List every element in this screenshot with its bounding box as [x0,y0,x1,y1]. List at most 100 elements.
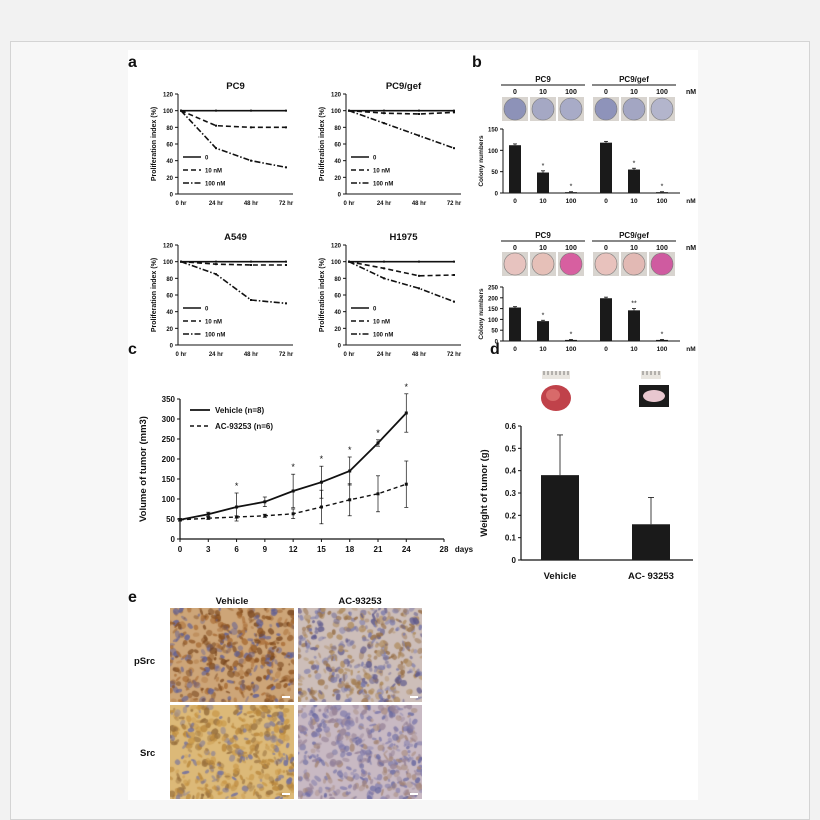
proliferation-chart-1: 0 20 40 60 80 100 120 0 hr 24 hr 48 hr 72 hr PC9/ge… [319,81,462,207]
data-point [418,260,420,263]
y-tick-label: 40 [334,159,341,165]
y-axis-label: Weight of tumor (g) [479,449,490,536]
significance-star: * [570,331,573,338]
colony-bar [600,298,612,341]
data-point [383,122,385,125]
colony-chart-bottom: 0 50 100 150 200 250 0 * 10 * 100 0 ** 10 * 100 nM Colony… [478,286,696,354]
y-tick-label: 80 [334,277,341,283]
y-tick-label: 0.4 [505,467,517,476]
category-label: Vehicle [544,571,577,582]
y-tick-label: 40 [334,310,341,316]
y-tick-label: 50 [166,515,175,524]
dose-label: 0 [513,89,517,96]
dish-group-header: PC9 PC9/gef 0 10 100 0 10 100 nM [501,75,696,96]
colony-bar [509,145,521,193]
y-tick-label: 100 [163,260,174,266]
significance-star: * [633,160,636,167]
significance-star: * [661,331,664,338]
data-point [376,441,380,445]
y-tick-label: 150 [488,128,499,134]
x-tick-label: 0 hr [343,352,355,358]
data-point [285,302,287,305]
ihc-image-src-ac93253 [298,705,422,799]
chart-title: H1975 [390,232,419,243]
data-point [453,260,455,263]
series-line-2 [180,110,287,169]
y-tick-label: 80 [166,277,173,283]
culture-dish [559,252,583,276]
data-point [178,518,182,522]
dose-label: 10 [539,245,547,252]
colony-bar [628,169,640,193]
legend-label: 100 nM [205,182,225,188]
chart-title: PC9 [226,81,244,92]
proliferation-chart-0: 0 20 40 60 80 100 120 0 hr 24 hr 48 hr 72 hr PC9 Pro… [151,81,294,207]
y-tick-label: 40 [166,159,173,165]
y-tick-label: 40 [166,310,173,316]
category-label: AC- 93253 [628,571,674,582]
x-tick-label: 0 hr [343,201,355,207]
dish-group-header: PC9 PC9/gef 0 10 100 0 10 100 nM [501,231,696,252]
data-point [206,512,210,516]
unit-label: nM [686,198,695,205]
data-point [285,126,287,129]
dose-label: 100 [656,89,668,96]
y-tick-label: 60 [166,294,173,300]
legend-label: Vehicle (n=8) [215,406,264,415]
data-point [235,505,239,509]
x-tick-label: 0 [604,346,608,353]
scale-bar [282,696,290,698]
y-tick-label: 250 [488,286,499,292]
y-axis-label: Proliferation index (%) [319,258,326,332]
y-tick-label: 350 [162,395,176,404]
x-tick-label: 24 hr [377,352,392,358]
legend-label: 10 nM [205,320,222,326]
y-tick-label: 80 [166,126,173,132]
y-tick-label: 0 [495,192,499,198]
culture-dish [559,97,583,121]
x-tick-label: 0 [513,346,517,353]
data-point [250,109,252,112]
data-point [418,274,420,277]
y-tick-label: 0.2 [505,511,517,520]
figure: a b c d e 0 20 40 60 80 100 120 0 hr 24 hr 48 hr 72 hr P… [128,50,698,800]
scale-bar [410,696,418,698]
data-point [215,260,217,263]
data-point [206,516,210,520]
data-point [250,299,252,301]
x-tick-label: 72 hr [447,201,462,207]
data-point [291,489,295,493]
y-tick-label: 100 [331,109,342,115]
y-tick-label: 50 [491,329,498,335]
x-tick-label: 15 [317,545,326,554]
y-tick-label: 20 [166,176,173,182]
data-point [215,147,217,150]
row-label: pSrc [134,656,155,667]
x-tick-label: 9 [263,545,268,554]
culture-dish [503,252,527,276]
tumor-weight-chart: 0 0.1 0.2 0.3 0.4 0.5 0.6 Weight of tumor (g) Ve… [479,371,693,582]
series-line-1 [348,260,455,277]
culture-dish [503,97,527,121]
x-tick-label: 72 hr [279,201,294,207]
group-label: PC9 [535,231,551,240]
x-tick-label: 48 hr [244,352,259,358]
y-axis-label: Colony numbers [478,135,485,187]
colony-bar [537,172,549,193]
x-tick-label: 48 hr [244,201,259,207]
data-point [285,264,287,266]
culture-dish [650,97,674,121]
colony-chart-top: 0 50 100 150 0 * 10 * 100 0 * 10 * 100 nM Colony number… [478,128,696,206]
data-point [263,514,267,518]
legend-label: 0 [373,156,377,162]
data-point [348,498,352,502]
data-point [418,113,420,115]
y-axis-label: Proliferation index (%) [319,107,326,181]
y-tick-label: 20 [334,176,341,182]
data-point [250,159,252,162]
data-point [453,109,455,112]
tumor-highlight [546,389,560,401]
culture-dish [531,97,555,121]
panel-letter-e: e [128,589,137,606]
weight-bar [632,524,670,560]
